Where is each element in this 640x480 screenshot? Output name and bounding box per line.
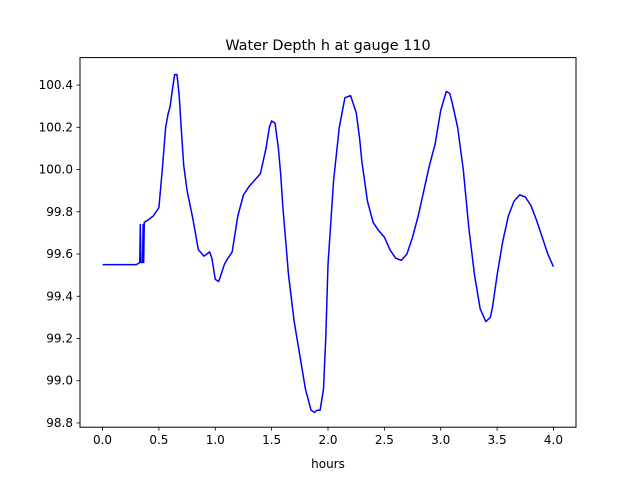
x-tick-label: 3.0 — [431, 433, 450, 447]
x-tick-label: 1.5 — [262, 433, 281, 447]
x-tick-label: 3.5 — [488, 433, 507, 447]
series-layer — [102, 73, 555, 414]
x-tick-label: 4.0 — [544, 433, 563, 447]
y-tick-label: 99.8 — [46, 205, 73, 219]
chart-title: Water Depth h at gauge 110 — [225, 38, 430, 54]
x-tick-label: 0.5 — [149, 433, 168, 447]
y-tick-label: 99.6 — [46, 247, 73, 261]
x-tick-label: 0.0 — [93, 433, 112, 447]
series-line — [102, 73, 555, 414]
x-tick-label: 1.0 — [206, 433, 225, 447]
x-tick-label: 2.5 — [375, 433, 394, 447]
y-tick-label: 100.4 — [39, 78, 73, 92]
y-tick-label: 99.4 — [46, 289, 73, 303]
y-tick-label: 100.2 — [39, 120, 73, 134]
x-tick-label: 2.0 — [318, 433, 337, 447]
x-axis: 0.0 0.5 1.0 1.5 2.0 2.5 3.0 3.5 4.0 — [93, 427, 563, 447]
y-tick-label: 99.2 — [46, 331, 73, 345]
y-tick-label: 99.0 — [46, 374, 73, 388]
y-tick-label: 98.8 — [46, 416, 73, 430]
x-axis-label: hours — [311, 457, 345, 471]
y-axis: 98.8 99.0 99.2 99.4 99.6 99.8 100.0 100.2 100.4 — [39, 78, 80, 430]
y-tick-label: 100.0 — [39, 163, 73, 177]
